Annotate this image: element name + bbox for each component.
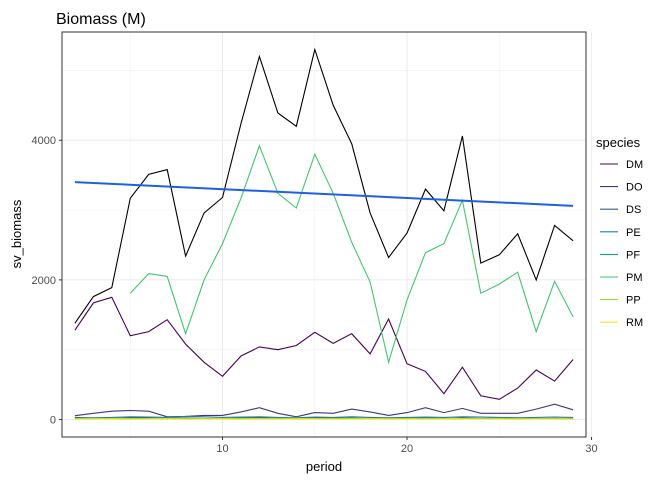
legend-label-dm: DM	[626, 159, 643, 171]
panel-border	[61, 31, 587, 438]
y-tick-label: 2000	[32, 275, 56, 287]
legend-label-pm: PM	[626, 272, 643, 284]
y-tick-label: 4000	[32, 135, 56, 147]
series-lines	[74, 47, 574, 420]
legend-title: species	[596, 135, 641, 150]
x-axis-title: period	[306, 459, 342, 474]
trend-line	[74, 181, 574, 207]
legend: species DM DO DS PE PF PM PP RM	[596, 135, 643, 329]
y-axis-title: sv_biomass	[9, 199, 24, 268]
total-line	[74, 47, 574, 324]
series-line-do	[74, 403, 574, 418]
chart-title: Biomass (M)	[56, 11, 146, 28]
series-line-pm	[129, 144, 574, 365]
x-tick-label: 30	[585, 443, 597, 455]
legend-label-pp: PP	[626, 295, 641, 307]
x-axis-ticks: 10 20 30	[216, 437, 598, 455]
legend-label-ds: DS	[626, 204, 641, 216]
legend-label-pf: PF	[626, 249, 640, 261]
plot-panel	[61, 31, 593, 438]
legend-label-do: DO	[626, 182, 643, 194]
x-tick-label: 20	[401, 443, 413, 455]
y-tick-label: 0	[50, 415, 56, 427]
legend-label-pe: PE	[626, 227, 641, 239]
series-line-dm	[74, 296, 574, 400]
y-axis-ticks: 0 2000 4000	[32, 135, 62, 427]
legend-label-rm: RM	[626, 317, 643, 329]
x-tick-label: 10	[216, 443, 228, 455]
gridlines	[62, 32, 593, 437]
legend-items: DM DO DS PE PF PM PP RM	[600, 159, 643, 329]
series-line-pe	[74, 415, 574, 419]
